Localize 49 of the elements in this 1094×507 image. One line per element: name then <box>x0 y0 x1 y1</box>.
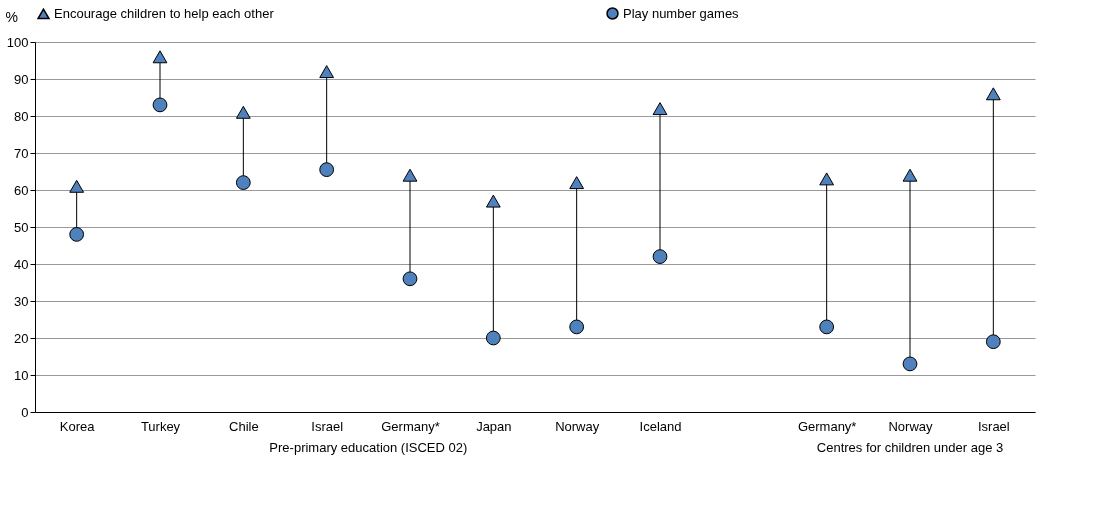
y-tick-label: 60 <box>14 182 29 198</box>
point <box>402 168 418 182</box>
x-tick-label: Israel <box>311 418 344 434</box>
point <box>152 97 168 113</box>
x-tick-label: Norway <box>555 418 600 434</box>
x-tick-label: Turkey <box>140 418 181 434</box>
point <box>485 194 501 208</box>
y-tick-label: 30 <box>14 293 29 309</box>
point <box>235 105 251 119</box>
text: Pre-primary education (ISCED 02) <box>269 440 468 455</box>
y-tick-label: 80 <box>14 108 29 124</box>
y-tick-label: 20 <box>14 330 29 346</box>
point <box>319 65 335 79</box>
y-tick-label: 10 <box>14 367 29 383</box>
point <box>319 162 335 178</box>
point <box>902 356 918 372</box>
y-axis-title: % <box>5 8 18 25</box>
legend-label: Play number games <box>623 5 740 21</box>
x-tick-label: Israel <box>977 418 1010 434</box>
point <box>152 50 168 64</box>
point <box>402 271 418 287</box>
point <box>985 334 1001 350</box>
point <box>902 168 918 182</box>
point <box>69 227 85 242</box>
point <box>569 319 585 335</box>
y-tick-label: 100 <box>6 34 29 50</box>
x-tick-label: Chile <box>229 418 259 434</box>
y-tick-label: 0 <box>21 404 29 420</box>
point <box>485 330 501 346</box>
x-tick-label: Germany* <box>797 418 857 434</box>
text: Centres for children under age 3 <box>816 440 1004 455</box>
x-tick-label: Norway <box>888 418 934 434</box>
point <box>819 319 835 335</box>
legend-label: Encourage children to help each other <box>54 5 275 21</box>
point <box>819 172 835 186</box>
x-tick-label: Germany* <box>381 418 440 434</box>
x-tick-label: Iceland <box>639 418 682 434</box>
y-tick-label: 50 <box>14 219 29 235</box>
point <box>652 102 668 116</box>
x-tick-label: Japan <box>476 418 512 434</box>
point <box>985 87 1001 101</box>
point <box>69 179 85 193</box>
y-tick-label: 40 <box>14 256 29 272</box>
x-tick-label: Korea <box>59 418 96 434</box>
point <box>235 175 251 190</box>
y-tick-label: 90 <box>14 71 29 87</box>
y-tick-label: 70 <box>14 145 29 161</box>
point <box>652 249 668 264</box>
point <box>569 176 585 190</box>
